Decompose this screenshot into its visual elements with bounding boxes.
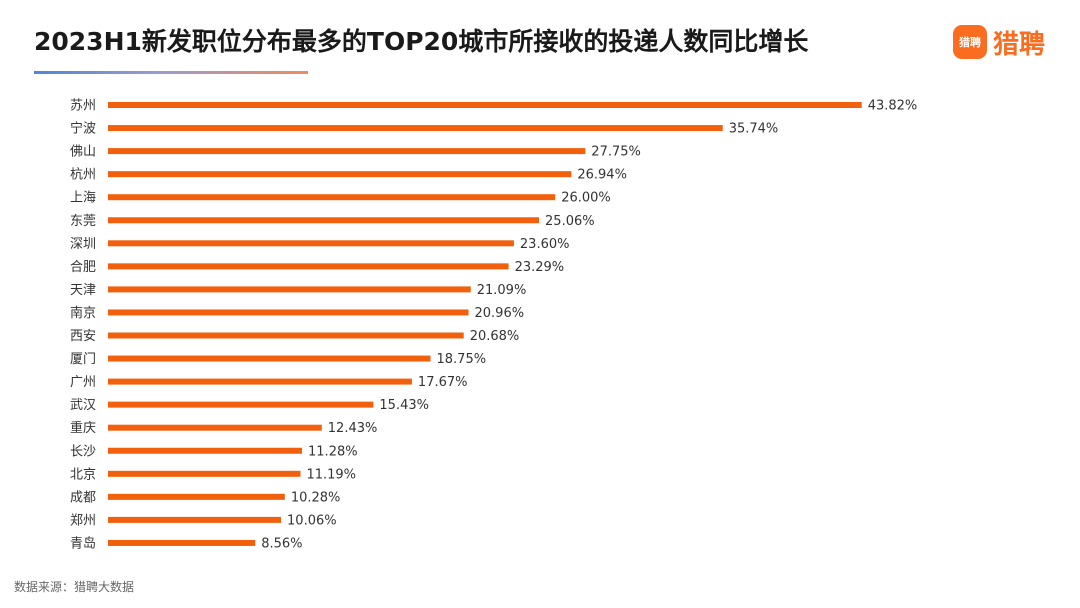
liepin-logo-icon: 猎聘 [953, 25, 987, 59]
bar [108, 194, 556, 201]
category-label: 深圳 [70, 237, 96, 252]
value-label: 8.56% [261, 536, 302, 551]
value-label: 26.94% [577, 168, 627, 183]
title-underline [34, 71, 308, 74]
bar [108, 125, 723, 132]
value-label: 23.60% [520, 237, 570, 252]
category-label: 西安 [70, 329, 96, 344]
category-label: 广州 [70, 375, 96, 390]
bar [108, 217, 540, 224]
value-label: 35.74% [729, 122, 779, 137]
value-label: 18.75% [437, 352, 487, 367]
bar [108, 378, 412, 385]
category-label: 武汉 [70, 398, 96, 413]
category-label: 南京 [70, 305, 96, 321]
value-label: 10.06% [287, 513, 337, 528]
value-label: 11.28% [308, 444, 358, 459]
logo-name: 猎聘 [993, 29, 1046, 60]
value-label: 12.43% [328, 421, 378, 436]
bar [108, 240, 514, 247]
bar [108, 102, 862, 108]
category-label: 东莞 [70, 214, 96, 229]
value-label: 15.43% [379, 398, 429, 413]
value-label: 26.00% [561, 191, 611, 206]
bar [108, 516, 282, 523]
bar [108, 332, 464, 339]
value-label: 10.28% [291, 490, 341, 505]
bar [108, 401, 374, 408]
bar [108, 309, 469, 316]
category-label: 郑州 [70, 513, 96, 528]
bar [108, 470, 301, 477]
bar [108, 539, 256, 546]
category-label: 杭州 [70, 168, 96, 183]
value-label: 27.75% [591, 145, 641, 160]
bar [108, 447, 303, 454]
value-label: 17.67% [418, 375, 468, 390]
bar [108, 355, 431, 362]
bar [108, 424, 322, 431]
category-label: 佛山 [70, 145, 96, 160]
chart-title: 2023H1新发职位分布最多的TOP20城市所接收的投递人数同比增长 [34, 27, 809, 56]
category-label: 合肥 [70, 260, 96, 275]
liepin-logo: 猎聘 猎聘 [953, 24, 1045, 60]
value-label: 25.06% [545, 214, 595, 229]
category-label: 重庆 [70, 420, 96, 436]
category-label: 成都 [70, 490, 96, 505]
category-label: 北京 [70, 467, 96, 482]
category-label: 上海 [70, 191, 96, 206]
category-label: 青岛 [70, 535, 96, 551]
bar [108, 171, 572, 178]
bar [108, 263, 509, 270]
category-label: 长沙 [70, 444, 96, 459]
category-label: 苏州 [70, 98, 96, 114]
data-source-note: 数据来源：猎聘大数据 [14, 580, 135, 594]
bar [108, 286, 471, 293]
category-label: 天津 [70, 283, 96, 298]
value-label: 20.68% [470, 329, 520, 344]
value-label: 11.19% [306, 467, 356, 482]
bar [108, 148, 586, 155]
value-label: 43.82% [868, 99, 918, 114]
value-label: 23.29% [515, 260, 565, 275]
value-label: 21.09% [477, 283, 527, 298]
category-label: 厦门 [70, 352, 96, 367]
bar [108, 493, 285, 500]
category-label: 宁波 [70, 121, 96, 137]
value-label: 20.96% [475, 306, 525, 321]
